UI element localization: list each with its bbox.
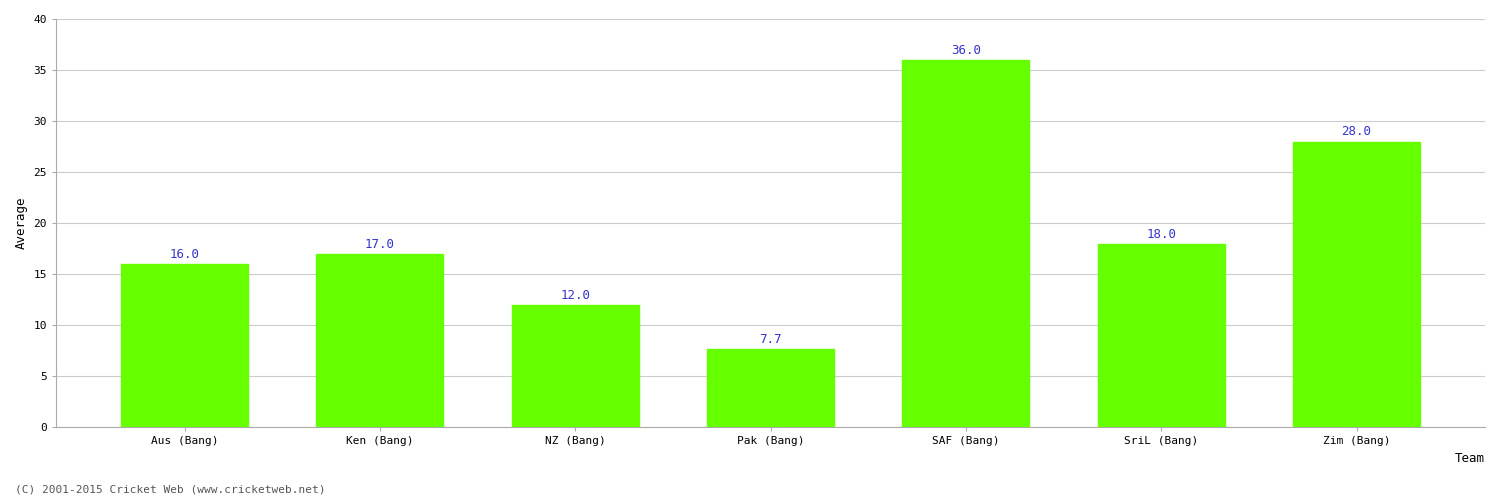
Bar <box>512 305 639 428</box>
X-axis label: Team: Team <box>1455 452 1485 465</box>
Bar <box>903 60 1029 428</box>
Text: 12.0: 12.0 <box>560 289 590 302</box>
Bar <box>122 264 248 428</box>
Bar <box>1098 244 1224 428</box>
Text: 17.0: 17.0 <box>364 238 394 251</box>
Text: 36.0: 36.0 <box>951 44 981 57</box>
Text: 7.7: 7.7 <box>759 332 782 345</box>
Text: (C) 2001-2015 Cricket Web (www.cricketweb.net): (C) 2001-2015 Cricket Web (www.cricketwe… <box>15 485 326 495</box>
Text: 18.0: 18.0 <box>1146 228 1176 240</box>
Bar <box>1293 142 1420 428</box>
Text: 16.0: 16.0 <box>170 248 200 261</box>
Y-axis label: Average: Average <box>15 197 28 250</box>
Bar <box>316 254 444 428</box>
Text: 28.0: 28.0 <box>1341 126 1371 138</box>
Bar <box>706 349 834 428</box>
